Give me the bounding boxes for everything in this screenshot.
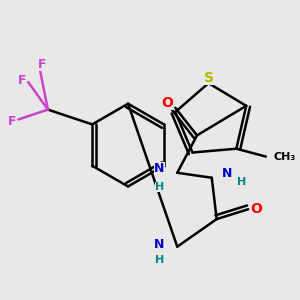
Text: CH₃: CH₃	[274, 152, 296, 162]
Text: H: H	[155, 182, 164, 192]
Text: N: N	[222, 167, 233, 180]
Text: O: O	[161, 96, 173, 110]
Text: H: H	[237, 177, 246, 187]
Text: F: F	[8, 115, 17, 128]
Text: N: N	[154, 162, 165, 176]
Text: H: H	[155, 256, 164, 266]
Text: S: S	[203, 71, 214, 85]
Text: F: F	[18, 74, 26, 87]
Text: O: O	[250, 202, 262, 216]
Text: F: F	[38, 58, 46, 71]
Text: N: N	[154, 238, 165, 251]
